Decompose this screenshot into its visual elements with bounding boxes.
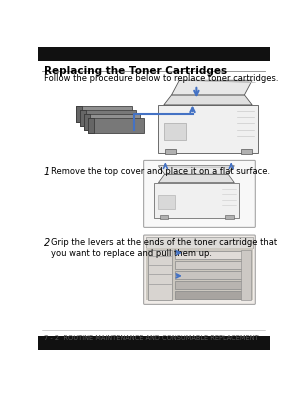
FancyBboxPatch shape	[165, 149, 176, 154]
FancyBboxPatch shape	[76, 107, 132, 122]
FancyBboxPatch shape	[154, 183, 239, 218]
FancyBboxPatch shape	[176, 281, 243, 289]
Polygon shape	[158, 166, 234, 174]
FancyBboxPatch shape	[144, 160, 255, 227]
Polygon shape	[164, 95, 252, 105]
FancyBboxPatch shape	[146, 237, 253, 248]
FancyBboxPatch shape	[158, 195, 175, 209]
FancyBboxPatch shape	[158, 105, 258, 152]
Bar	[38, 47, 270, 61]
Text: Remove the top cover and place it on a flat surface.: Remove the top cover and place it on a f…	[51, 167, 270, 176]
FancyBboxPatch shape	[176, 271, 243, 279]
FancyBboxPatch shape	[176, 251, 243, 259]
Text: 2: 2	[44, 238, 50, 248]
Text: Grip the levers at the ends of the toner cartridge that
you want to replace and : Grip the levers at the ends of the toner…	[51, 238, 277, 257]
FancyBboxPatch shape	[164, 123, 185, 140]
FancyBboxPatch shape	[160, 215, 169, 219]
FancyBboxPatch shape	[84, 114, 140, 130]
FancyBboxPatch shape	[144, 235, 255, 304]
FancyBboxPatch shape	[80, 110, 86, 126]
FancyBboxPatch shape	[241, 250, 251, 301]
Text: 7 - 2  ROUTINE MAINTENANCE AND CONSUMABLE REPLACEMENT: 7 - 2 ROUTINE MAINTENANCE AND CONSUMABLE…	[44, 335, 258, 341]
FancyBboxPatch shape	[148, 250, 172, 301]
FancyBboxPatch shape	[80, 110, 136, 126]
Text: Follow the procedure below to replace toner cartridges.: Follow the procedure below to replace to…	[44, 74, 278, 83]
FancyBboxPatch shape	[225, 215, 234, 219]
FancyBboxPatch shape	[176, 291, 243, 299]
Polygon shape	[172, 80, 252, 95]
FancyBboxPatch shape	[88, 118, 144, 133]
Polygon shape	[158, 174, 234, 183]
Bar	[38, 336, 270, 350]
Text: 1: 1	[44, 167, 50, 176]
FancyBboxPatch shape	[84, 114, 90, 130]
FancyBboxPatch shape	[146, 248, 253, 301]
FancyBboxPatch shape	[76, 107, 83, 122]
FancyBboxPatch shape	[176, 261, 243, 269]
FancyBboxPatch shape	[88, 118, 94, 133]
Text: Replacing the Toner Cartridges: Replacing the Toner Cartridges	[44, 66, 227, 75]
FancyBboxPatch shape	[241, 149, 252, 154]
